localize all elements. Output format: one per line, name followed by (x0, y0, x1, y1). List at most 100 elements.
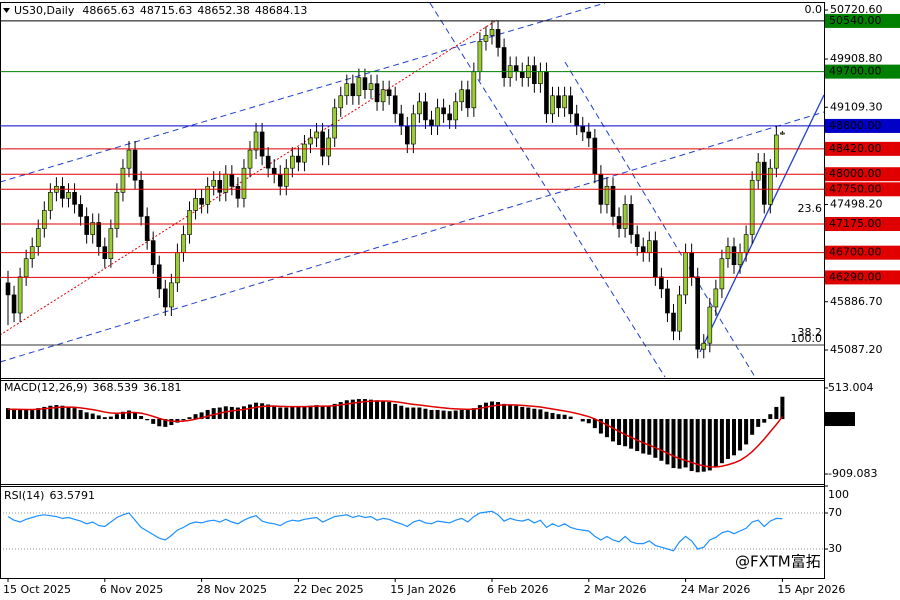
macd-bar (6, 408, 10, 420)
macd-bar (683, 419, 688, 468)
candle-body (719, 258, 725, 290)
macd-bar (387, 402, 392, 420)
candle-body (404, 125, 410, 145)
macd-bar (405, 407, 410, 420)
candle-body (671, 312, 676, 332)
macd-bar (441, 410, 446, 420)
macd-bar (756, 419, 761, 427)
candle-body (774, 134, 779, 169)
level-box (825, 182, 900, 197)
candle-body (114, 192, 120, 229)
macd-bar (36, 408, 41, 420)
macd-bar (538, 409, 543, 420)
fib-label: 38.2 (798, 326, 823, 339)
macd-bar (417, 407, 422, 420)
candle-body (265, 155, 271, 169)
candle-body (749, 179, 755, 235)
macd-bar (502, 403, 507, 420)
candle-body (677, 294, 682, 332)
candle-body (108, 228, 114, 260)
candle-body (205, 185, 210, 205)
candle-body (332, 107, 338, 139)
macd-bar (623, 419, 628, 447)
candle-body (217, 179, 223, 193)
candle-body (586, 131, 592, 139)
candle-body (398, 113, 404, 127)
level-box (825, 217, 900, 232)
macd-bar (114, 414, 119, 420)
y-tick-label: 70 (828, 506, 842, 519)
macd-bar (102, 417, 107, 420)
candle-body (501, 47, 507, 78)
indicator-title: RSI(14) (4, 489, 44, 502)
candle-body (356, 77, 362, 97)
macd-bar (30, 409, 35, 420)
macd-bar (296, 406, 301, 420)
level-box (825, 167, 900, 182)
candle-body (302, 143, 307, 163)
macd-bar (169, 419, 174, 426)
macd-bar (84, 412, 89, 420)
frame (0, 2, 825, 579)
candle-body (314, 131, 319, 139)
macd-bar (550, 412, 555, 420)
candle-body (259, 131, 265, 157)
candle-body (41, 210, 47, 229)
macd-bar (127, 410, 131, 420)
macd-bar (18, 409, 23, 420)
candle-body (350, 83, 356, 97)
macd-bar (641, 419, 646, 454)
indicator-title: MACD(12,26,9) (4, 381, 88, 394)
x-tick-label: 22 Dec 2025 (293, 583, 363, 596)
candle-body (423, 101, 428, 121)
macd-bar (653, 419, 658, 458)
macd-bar (477, 405, 482, 420)
macd-value: 368.539 (93, 381, 139, 394)
macd-bar (647, 419, 652, 455)
macd-bar (96, 415, 101, 420)
candle-body (48, 192, 53, 211)
level-label: 50540.00 (829, 14, 882, 27)
macd-bar (768, 414, 773, 420)
trend-line (699, 94, 825, 353)
candle-body (743, 234, 749, 253)
candle-body (550, 95, 555, 115)
macd-bar (544, 411, 549, 420)
candle-body (126, 149, 132, 169)
rsi-header: RSI(14) 63.5791 (4, 489, 95, 502)
macd-bar (241, 406, 246, 420)
macd-bar (635, 419, 640, 452)
candle-body (411, 113, 416, 145)
candle-body (459, 89, 465, 103)
candle-body (338, 95, 344, 109)
level-label: 46700.00 (829, 246, 882, 259)
candle-body (447, 113, 452, 121)
candle-body (604, 185, 610, 205)
y-tick-label: -909.083 (828, 467, 877, 480)
macd-bar (514, 405, 519, 420)
candle-body (767, 167, 773, 205)
macd-bar (78, 409, 83, 420)
macd-bar (12, 408, 17, 420)
macd-bar (568, 416, 573, 420)
candle-body (477, 41, 483, 72)
macd-bar (320, 406, 325, 420)
candle-body (283, 167, 289, 187)
candle-body (308, 137, 313, 145)
candle-body (296, 155, 301, 163)
candle-body (713, 288, 719, 308)
candle-body (695, 276, 701, 350)
y-tick-label: 0.00 (828, 412, 853, 425)
frame-border (0, 2, 825, 579)
x-tick-label: 6 Feb 2026 (487, 583, 548, 596)
channel-line (0, 111, 825, 363)
macd-bar (260, 403, 265, 420)
y-tick-label: 50720.60 (830, 3, 883, 16)
level-label: 48800.00 (829, 119, 882, 132)
candle-body (84, 216, 89, 235)
macd-bar (381, 400, 386, 420)
macd-bar (248, 404, 252, 420)
candle-body (640, 246, 646, 253)
macd-bar (732, 419, 736, 456)
